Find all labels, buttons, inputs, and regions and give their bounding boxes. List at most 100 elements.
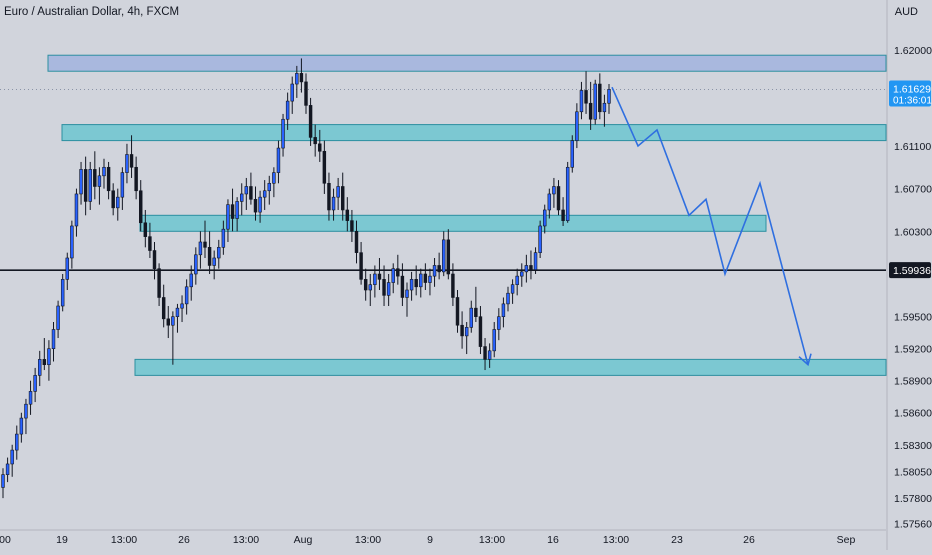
- candle: [565, 161, 570, 223]
- chart-title: Euro / Australian Dollar, 4h, FXCM: [4, 6, 180, 18]
- price-axis[interactable]: 1.62000 1.61100 1.60700 1.60300 1.59500 1.592…: [886, 0, 932, 550]
- candle: [501, 297, 506, 328]
- svg-text:1.59936: 1.59936: [893, 265, 931, 277]
- candle: [533, 247, 538, 274]
- candle: [15, 425, 19, 460]
- candle: [139, 180, 143, 232]
- time-axis[interactable]: 00 19 13:00 26 13:00 Aug 13:00 9 13:00 16 13:00 23 2…: [0, 529, 886, 546]
- time-tick-label: 26: [178, 534, 190, 546]
- candle: [189, 265, 193, 301]
- candle: [409, 271, 414, 301]
- candle: [341, 172, 345, 221]
- candles: [1, 58, 611, 499]
- candle: [584, 71, 588, 114]
- candle: [56, 300, 60, 339]
- candle: [166, 306, 170, 339]
- projection-path[interactable]: [611, 86, 812, 367]
- candle: [382, 265, 386, 307]
- candle: [47, 340, 51, 381]
- candle: [198, 231, 203, 269]
- candle: [244, 177, 249, 210]
- candle: [396, 254, 400, 285]
- candle: [538, 220, 542, 258]
- candle: [88, 161, 92, 210]
- candle: [24, 398, 28, 435]
- candle: [442, 231, 446, 277]
- price-tick-label: 1.61100: [894, 141, 931, 153]
- candle: [483, 338, 487, 371]
- candle: [478, 306, 483, 355]
- price-tick-label: 1.58050: [894, 466, 932, 478]
- candle: [336, 177, 340, 210]
- candle: [1, 468, 5, 499]
- candle: [299, 58, 304, 93]
- zone-3[interactable]: [139, 214, 767, 232]
- candle: [354, 220, 359, 264]
- time-tick-label: 13:00: [479, 534, 505, 546]
- candle: [487, 343, 492, 368]
- candle: [51, 322, 56, 362]
- candle: [125, 143, 129, 184]
- candle: [607, 84, 611, 114]
- candle: [207, 231, 212, 274]
- axis-currency-label: AUD: [894, 6, 918, 18]
- candle: [152, 241, 157, 280]
- candle: [556, 180, 561, 216]
- price-tick-label: 1.58600: [894, 408, 932, 420]
- candle: [184, 279, 189, 315]
- candle: [414, 265, 418, 296]
- candle: [106, 161, 111, 200]
- candle: [148, 222, 152, 258]
- candle: [258, 190, 262, 223]
- candle: [65, 252, 69, 291]
- candle: [157, 263, 161, 307]
- candle: [161, 284, 166, 328]
- candle: [474, 286, 478, 323]
- candle: [460, 311, 464, 349]
- candle: [111, 183, 115, 216]
- zone-4[interactable]: [134, 358, 887, 376]
- candle: [79, 161, 83, 205]
- time-tick-label: 13:00: [233, 534, 259, 546]
- candle: [285, 92, 290, 130]
- candle: [510, 279, 515, 304]
- time-tick-label: 13:00: [603, 534, 629, 546]
- candle: [217, 239, 221, 269]
- candle: [363, 268, 368, 301]
- time-tick-label: 26: [743, 534, 755, 546]
- zone-1[interactable]: [47, 54, 887, 72]
- candle: [400, 263, 405, 307]
- candle: [28, 380, 33, 415]
- candle: [10, 444, 14, 477]
- candle: [497, 308, 501, 341]
- candle: [74, 188, 79, 237]
- candle: [129, 135, 134, 178]
- candle: [575, 103, 579, 149]
- candle: [391, 263, 395, 294]
- candle: [579, 81, 584, 120]
- candle: [350, 209, 354, 242]
- zone-2[interactable]: [61, 124, 887, 142]
- candle: [419, 268, 423, 298]
- candle: [143, 209, 148, 248]
- candle: [359, 241, 363, 285]
- candle: [437, 252, 441, 280]
- candle: [428, 268, 432, 296]
- candle: [240, 183, 244, 216]
- candle: [345, 197, 350, 232]
- support-resistance-zones: [47, 54, 887, 376]
- time-tick-label: 16: [547, 534, 559, 546]
- candle: [469, 300, 473, 333]
- projection-zigzag-line[interactable]: [611, 86, 809, 365]
- candle: [295, 65, 299, 98]
- candle: [308, 97, 313, 146]
- candle: [272, 167, 276, 198]
- candle: [318, 129, 322, 162]
- time-tick-label: 9: [427, 534, 433, 546]
- candle: [313, 124, 317, 157]
- candle: [405, 282, 409, 317]
- candle: [327, 172, 331, 221]
- time-tick-label: Aug: [294, 534, 313, 546]
